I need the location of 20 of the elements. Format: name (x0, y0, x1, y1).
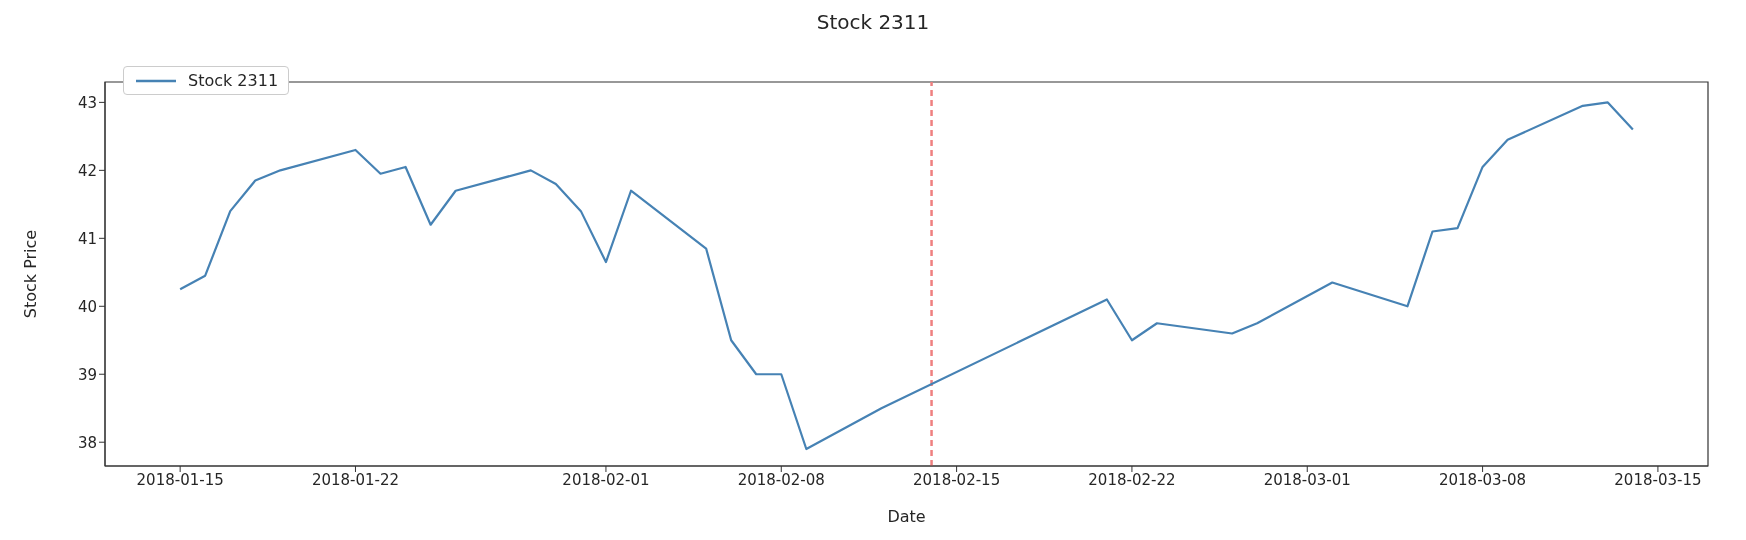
y-tick-label: 43 (77, 93, 97, 112)
x-tick-label: 2018-02-01 (562, 470, 650, 489)
y-tick-label: 40 (77, 297, 97, 316)
x-axis-title: Date (887, 507, 926, 526)
x-tick-label: 2018-01-15 (136, 470, 224, 489)
x-tick-label: 2018-03-15 (1614, 470, 1702, 489)
chart-title: Stock 2311 (815, 10, 931, 34)
x-tick-label: 2018-02-22 (1088, 470, 1176, 489)
y-tick-label: 42 (77, 161, 97, 180)
x-tick-label: 2018-02-15 (913, 470, 1001, 489)
y-tick-label: 39 (77, 365, 97, 384)
y-tick-label: 41 (77, 229, 97, 248)
line-series (179, 101, 1634, 451)
x-tick-label: 2018-02-08 (737, 470, 825, 489)
y-tick-label: 38 (77, 433, 97, 452)
x-tick-label: 2018-01-22 (311, 470, 400, 489)
legend-label: Stock 2311 (188, 71, 279, 90)
y-axis-title: Stock Price (20, 229, 40, 319)
x-tick-label: 2018-03-08 (1438, 470, 1527, 489)
x-tick-label: 2018-03-01 (1263, 470, 1351, 489)
